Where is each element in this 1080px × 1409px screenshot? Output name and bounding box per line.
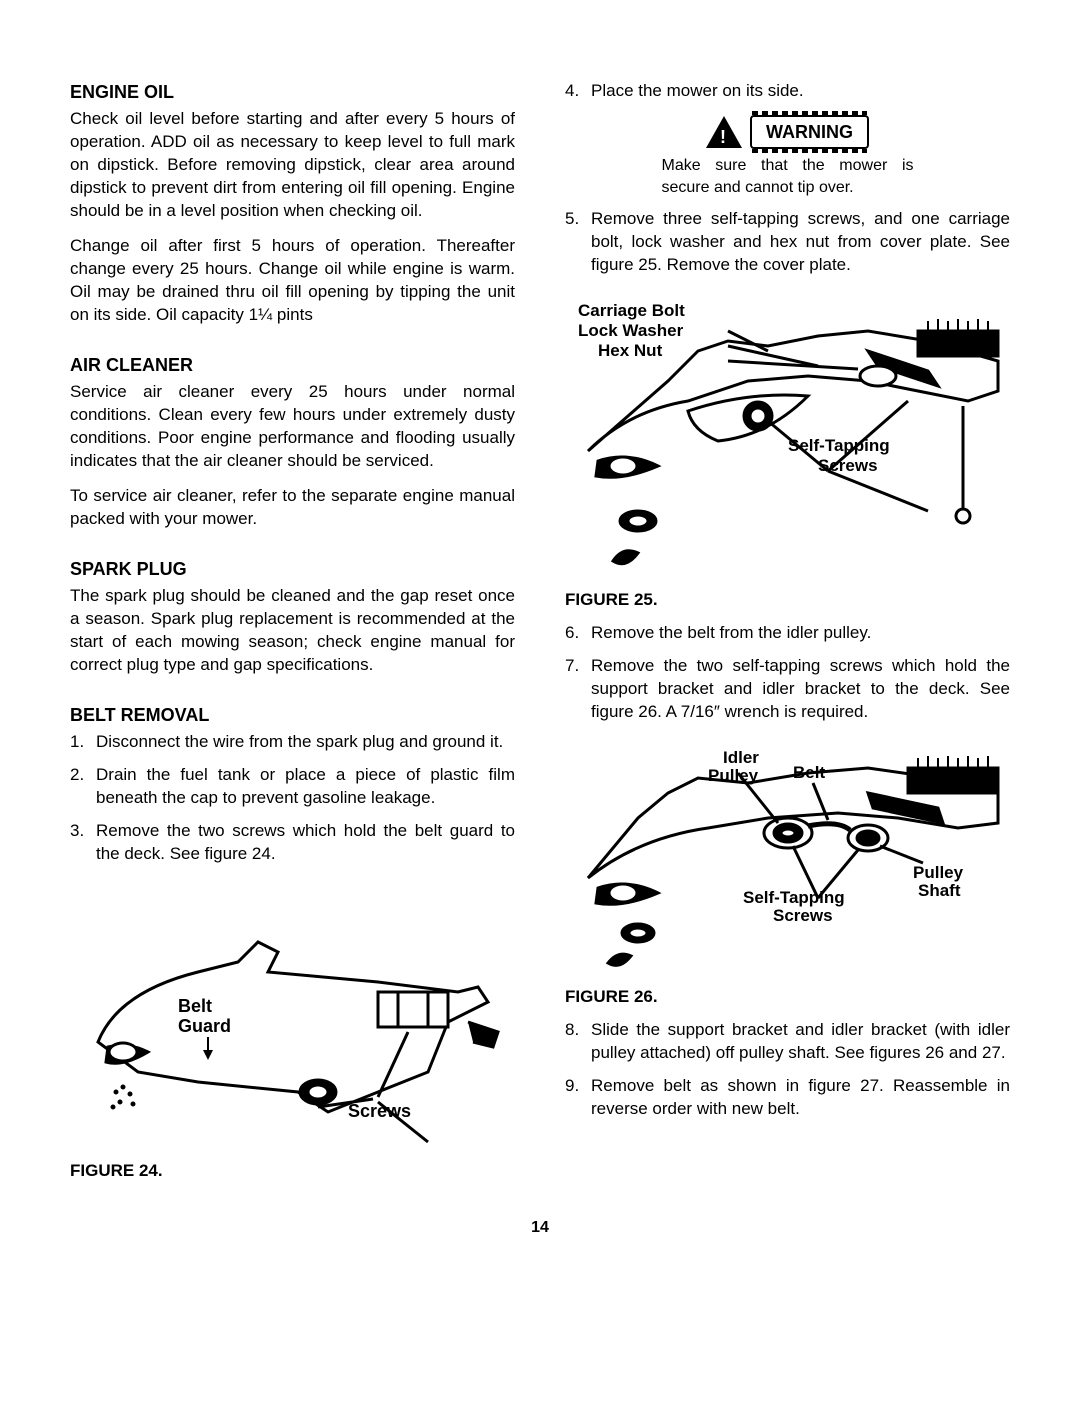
left-column: ENGINE OIL Check oil level before starti… — [70, 80, 515, 1193]
item-text: Remove three self-tapping screws, and on… — [591, 208, 1010, 277]
label-hex-nut: Hex Nut — [598, 341, 663, 360]
warning-box: WARNING Make sure that the mower is secu… — [658, 115, 918, 198]
item-number: 1. — [70, 731, 96, 754]
item-text: Remove the two self-tapping screws which… — [591, 655, 1010, 724]
label-lock-washer: Lock Washer — [578, 321, 684, 340]
figure-26-diagram: IdlerPulley Belt Self-TappingScrews Pull… — [568, 738, 1008, 978]
list-item: 8.Slide the support bracket and idler br… — [565, 1019, 1010, 1065]
step-list: 8.Slide the support bracket and idler br… — [565, 1019, 1010, 1121]
item-text: Remove the two screws which hold the bel… — [96, 820, 515, 866]
figure-25: Carriage Bolt Lock Washer Hex Nut Self-T… — [565, 291, 1010, 612]
spark-plug-p1: The spark plug should be cleaned and the… — [70, 585, 515, 677]
item-text: Drain the fuel tank or place a piece of … — [96, 764, 515, 810]
belt-removal-heading: BELT REMOVAL — [70, 703, 515, 727]
engine-oil-p2: Change oil after first 5 hours of operat… — [70, 235, 515, 327]
belt-removal-list: 1.Disconnect the wire from the spark plu… — [70, 731, 515, 866]
item-text: Remove the belt from the idler pulley. — [591, 622, 1010, 645]
air-cleaner-section: AIR CLEANER Service air cleaner every 25… — [70, 353, 515, 531]
engine-oil-heading: ENGINE OIL — [70, 80, 515, 104]
label-screws: Screws — [348, 1101, 411, 1121]
belt-removal-section: BELT REMOVAL 1.Disconnect the wire from … — [70, 703, 515, 866]
list-item: 2.Drain the fuel tank or place a piece o… — [70, 764, 515, 810]
warning-text: Make sure that the mower is secure and c… — [658, 155, 918, 198]
figure-26-caption: FIGURE 26. — [565, 986, 1010, 1009]
label-self-tapping-screws: Self-TappingScrews — [788, 436, 890, 475]
item-number: 3. — [70, 820, 96, 866]
warning-label: WARNING — [750, 115, 869, 149]
label-pulley-shaft: PulleyShaft — [913, 863, 964, 900]
item-number: 2. — [70, 764, 96, 810]
item-number: 5. — [565, 208, 591, 277]
item-number: 7. — [565, 655, 591, 724]
figure-24: BeltGuard Screws FIGURE 24. — [70, 892, 515, 1183]
air-cleaner-p1: Service air cleaner every 25 hours under… — [70, 381, 515, 473]
right-column: 4.Place the mower on its side. WARNING M… — [565, 80, 1010, 1193]
warning-triangle-icon — [706, 116, 742, 148]
air-cleaner-p2: To service air cleaner, refer to the sep… — [70, 485, 515, 531]
step-list: 5.Remove three self-tapping screws, and … — [565, 208, 1010, 277]
item-number: 4. — [565, 80, 591, 103]
list-item: 7.Remove the two self-tapping screws whi… — [565, 655, 1010, 724]
list-item: 3.Remove the two screws which hold the b… — [70, 820, 515, 866]
figure-24-caption: FIGURE 24. — [70, 1160, 515, 1183]
item-number: 6. — [565, 622, 591, 645]
list-item: 9.Remove belt as shown in figure 27. Rea… — [565, 1075, 1010, 1121]
spark-plug-heading: SPARK PLUG — [70, 557, 515, 581]
step-list: 4.Place the mower on its side. — [565, 80, 1010, 103]
item-text: Slide the support bracket and idler brac… — [591, 1019, 1010, 1065]
figure-26: IdlerPulley Belt Self-TappingScrews Pull… — [565, 738, 1010, 1009]
item-text: Remove belt as shown in figure 27. Reass… — [591, 1075, 1010, 1121]
engine-oil-p1: Check oil level before starting and afte… — [70, 108, 515, 223]
warning-banner: WARNING — [658, 115, 918, 149]
air-cleaner-heading: AIR CLEANER — [70, 353, 515, 377]
figure-25-caption: FIGURE 25. — [565, 589, 1010, 612]
figure-25-diagram: Carriage Bolt Lock Washer Hex Nut Self-T… — [568, 291, 1008, 581]
engine-oil-section: ENGINE OIL Check oil level before starti… — [70, 80, 515, 327]
label-self-tapping-screws-2: Self-TappingScrews — [743, 888, 845, 925]
item-text: Disconnect the wire from the spark plug … — [96, 731, 515, 754]
label-belt: Belt — [793, 763, 825, 782]
list-item: 1.Disconnect the wire from the spark plu… — [70, 731, 515, 754]
two-column-layout: ENGINE OIL Check oil level before starti… — [70, 80, 1010, 1193]
label-carriage-bolt: Carriage Bolt — [578, 301, 685, 320]
item-number: 9. — [565, 1075, 591, 1121]
item-number: 8. — [565, 1019, 591, 1065]
page-number: 14 — [70, 1217, 1010, 1239]
label-idler-pulley: IdlerPulley — [708, 748, 759, 785]
list-item: 6.Remove the belt from the idler pulley. — [565, 622, 1010, 645]
list-item: 4.Place the mower on its side. — [565, 80, 1010, 103]
step-list: 6.Remove the belt from the idler pulley.… — [565, 622, 1010, 724]
figure-24-diagram: BeltGuard Screws — [78, 892, 508, 1152]
spark-plug-section: SPARK PLUG The spark plug should be clea… — [70, 557, 515, 677]
item-text: Place the mower on its side. — [591, 80, 1010, 103]
list-item: 5.Remove three self-tapping screws, and … — [565, 208, 1010, 277]
